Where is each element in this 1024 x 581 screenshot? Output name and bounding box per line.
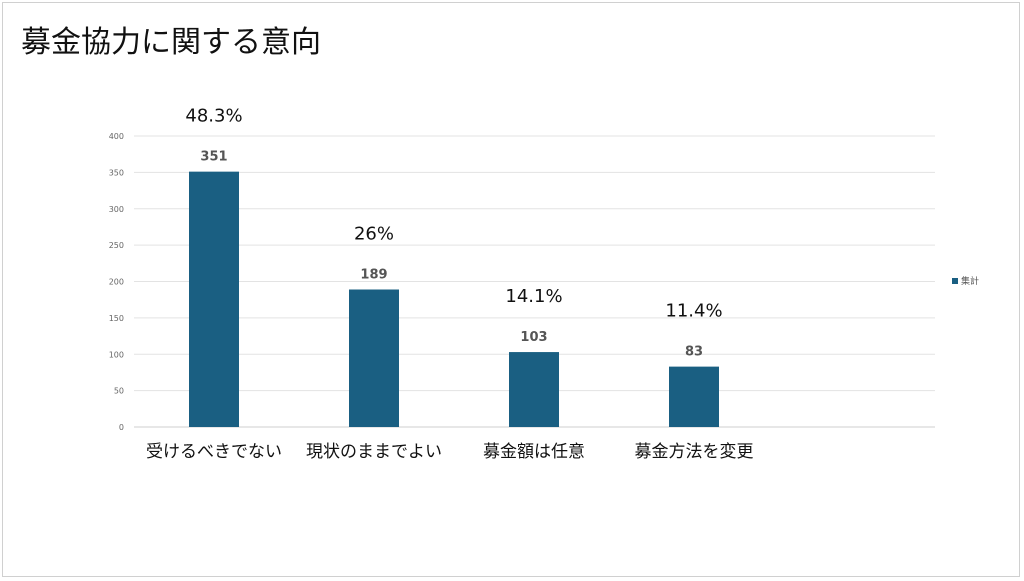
- y-axis-ticks: 0 50 100 150 200 250 300 350 400: [109, 132, 124, 432]
- percent-label: 14.1%: [505, 286, 562, 307]
- slide-title: 募金協力に関する意向: [21, 25, 321, 60]
- bars: [189, 171, 719, 427]
- category-labels: 受けるべきでない 現状のままでよい 募金額は任意 募金方法を変更: [146, 442, 754, 462]
- value-label: 189: [360, 268, 387, 283]
- legend: 集計: [952, 275, 979, 287]
- bar: [189, 171, 239, 427]
- y-tick-label: 100: [109, 350, 124, 359]
- value-label: 103: [520, 330, 547, 345]
- bar: [349, 289, 399, 427]
- legend-swatch: [952, 278, 958, 284]
- category-label: 募金方法を変更: [635, 442, 754, 462]
- category-label: 受けるべきでない: [146, 442, 282, 462]
- bar: [509, 352, 559, 427]
- y-tick-label: 0: [119, 423, 124, 432]
- bar: [669, 366, 719, 427]
- percent-label: 26%: [354, 224, 394, 245]
- percent-labels: 48.3% 26% 14.1% 11.4%: [185, 106, 722, 322]
- y-tick-label: 250: [109, 241, 124, 250]
- category-label: 現状のままでよい: [306, 442, 442, 462]
- y-tick-label: 50: [114, 387, 124, 396]
- legend-label: 集計: [961, 275, 979, 287]
- value-label: 351: [200, 150, 227, 165]
- y-tick-label: 350: [109, 168, 124, 177]
- y-tick-label: 200: [109, 278, 124, 287]
- y-tick-label: 400: [109, 132, 124, 141]
- y-tick-label: 150: [109, 314, 124, 323]
- value-labels: 351 189 103 83: [200, 150, 703, 360]
- y-tick-label: 300: [109, 205, 124, 214]
- percent-label: 11.4%: [665, 301, 722, 322]
- percent-label: 48.3%: [185, 106, 242, 127]
- value-label: 83: [685, 345, 703, 360]
- category-label: 募金額は任意: [483, 442, 585, 462]
